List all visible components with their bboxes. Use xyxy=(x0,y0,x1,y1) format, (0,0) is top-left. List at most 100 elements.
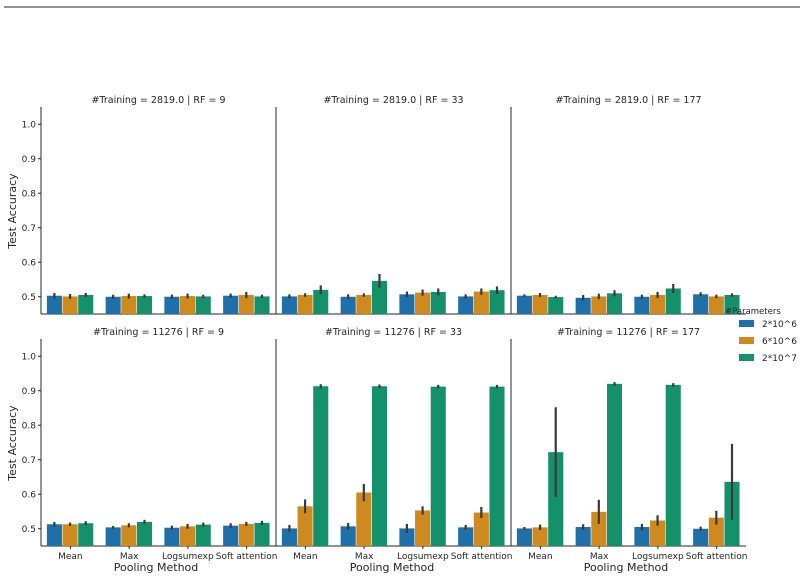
bar-soft-attention-series-2 xyxy=(708,296,724,314)
x-tick-label: Max xyxy=(590,552,609,562)
bar-soft-attention-series-1 xyxy=(223,525,239,546)
x-tick-label: Soft attention xyxy=(686,552,748,562)
bar-soft-attention-series-2 xyxy=(238,295,254,314)
bar-max-series-1 xyxy=(575,297,591,314)
bar-soft-attention-series-3 xyxy=(489,386,505,546)
legend-swatch-2 xyxy=(739,337,754,344)
panel-title: #Training = 11276 | RF = 177 xyxy=(557,327,700,338)
panel-3: #Training = 2819.0 | RF = 177 xyxy=(510,95,746,315)
y-axis-label-top: Test Accuracy xyxy=(6,173,19,250)
bar-mean-series-2 xyxy=(532,295,548,314)
y-tick-label: 0.8 xyxy=(22,189,37,199)
y-tick-label: 0.5 xyxy=(22,525,36,535)
bar-mean-series-1 xyxy=(281,296,297,314)
bar-soft-attention-series-3 xyxy=(724,295,740,314)
x-tick-label: Max xyxy=(355,552,374,562)
bar-max-series-2 xyxy=(356,295,372,314)
bar-mean-series-3 xyxy=(548,297,564,314)
x-tick-label: Logsumexp xyxy=(632,552,684,562)
y-tick-label: 0.9 xyxy=(22,155,37,165)
bar-max-series-3 xyxy=(371,386,388,546)
bar-logsumexp-series-3 xyxy=(430,386,446,546)
panel-title: #Training = 2819.0 | RF = 33 xyxy=(323,95,463,106)
x-tick-label: Logsumexp xyxy=(162,552,214,562)
bar-mean-series-2 xyxy=(62,296,78,314)
bar-logsumexp-series-1 xyxy=(399,294,415,314)
bar-max-series-1 xyxy=(340,296,356,314)
bar-mean-series-3 xyxy=(548,452,564,546)
bar-max-series-3 xyxy=(606,383,623,546)
bar-soft-attention-series-1 xyxy=(458,296,474,314)
panel-2: #Training = 2819.0 | RF = 33 xyxy=(275,95,511,315)
x-axis-label-middle: Pooling Method xyxy=(350,561,435,574)
y-tick-label: 0.9 xyxy=(22,387,37,397)
legend-swatch-1 xyxy=(739,320,754,327)
bar-soft-attention-series-1 xyxy=(693,528,709,546)
bar-mean-series-1 xyxy=(516,295,532,314)
bar-logsumexp-series-1 xyxy=(634,296,650,314)
bar-max-series-1 xyxy=(105,527,121,546)
y-tick-label: 0.5 xyxy=(22,293,36,303)
bar-mean-series-2 xyxy=(62,524,78,546)
bar-logsumexp-series-2 xyxy=(415,510,431,546)
bar-mean-series-2 xyxy=(297,295,313,314)
bar-mean-series-3 xyxy=(313,386,329,546)
legend-label-1: 2*10^6 xyxy=(762,320,797,330)
x-tick-label: Mean xyxy=(293,552,318,562)
bar-max-series-1 xyxy=(105,296,121,314)
bar-max-series-2 xyxy=(121,296,137,314)
bar-logsumexp-series-1 xyxy=(634,527,650,546)
bar-soft-attention-series-1 xyxy=(693,294,709,314)
bar-max-series-3 xyxy=(136,296,153,314)
bar-logsumexp-series-2 xyxy=(180,526,196,546)
bar-logsumexp-series-1 xyxy=(164,527,180,546)
x-tick-label: Soft attention xyxy=(216,552,278,562)
x-tick-label: Mean xyxy=(58,552,83,562)
x-tick-label: Logsumexp xyxy=(397,552,449,562)
bar-soft-attention-series-2 xyxy=(238,523,254,546)
legend-swatch-3 xyxy=(739,354,754,361)
y-tick-label: 0.6 xyxy=(22,258,37,268)
bar-mean-series-3 xyxy=(313,289,329,314)
legend: #Parameters 2*10^6 6*10^6 2*10^7 xyxy=(725,307,797,364)
panel-grid: #Training = 2819.0 | RF = 9 0.5 0.6 0.7 0.8 0… xyxy=(22,95,748,562)
bar-logsumexp-series-3 xyxy=(665,288,681,314)
bar-soft-attention-series-3 xyxy=(254,522,270,546)
legend-label-2: 6*10^6 xyxy=(762,337,797,347)
bar-max-series-2 xyxy=(356,492,372,546)
bar-logsumexp-series-2 xyxy=(650,295,666,314)
bar-mean-series-1 xyxy=(281,528,297,546)
bar-soft-attention-series-1 xyxy=(458,527,474,546)
y-tick-label: 1.0 xyxy=(22,120,37,130)
panel-title: #Training = 11276 | RF = 9 xyxy=(93,327,224,338)
y-tick-label: 0.6 xyxy=(22,490,37,500)
bar-logsumexp-series-3 xyxy=(430,291,446,314)
x-tick-label: Max xyxy=(120,552,139,562)
bar-mean-series-2 xyxy=(297,506,313,546)
x-tick-label: Mean xyxy=(528,552,553,562)
bar-max-series-2 xyxy=(591,296,607,314)
bar-mean-series-1 xyxy=(46,524,62,546)
bar-max-series-3 xyxy=(606,293,623,314)
bar-logsumexp-series-1 xyxy=(399,528,415,546)
y-tick-label: 0.8 xyxy=(22,421,37,431)
bar-max-series-2 xyxy=(121,525,137,546)
bar-max-series-3 xyxy=(136,521,153,546)
panel-5: #Training = 11276 | RF = 33 Mean Max Logsum… xyxy=(275,327,512,562)
bar-logsumexp-series-2 xyxy=(415,292,431,314)
bar-mean-series-3 xyxy=(78,523,94,546)
panel-title: #Training = 2819.0 | RF = 9 xyxy=(91,95,225,106)
bar-max-series-2 xyxy=(591,511,607,546)
panel-title: #Training = 2819.0 | RF = 177 xyxy=(555,95,701,106)
x-axis-label-left: Pooling Method xyxy=(114,561,199,574)
bar-soft-attention-series-2 xyxy=(473,512,489,546)
bar-soft-attention-series-2 xyxy=(708,517,724,546)
bar-mean-series-2 xyxy=(532,527,548,546)
bar-logsumexp-series-3 xyxy=(195,524,211,546)
bar-mean-series-1 xyxy=(46,295,62,314)
legend-title: #Parameters xyxy=(725,307,781,317)
bar-logsumexp-series-3 xyxy=(195,296,211,314)
bar-mean-series-1 xyxy=(516,528,532,546)
bar-soft-attention-series-3 xyxy=(254,296,270,314)
